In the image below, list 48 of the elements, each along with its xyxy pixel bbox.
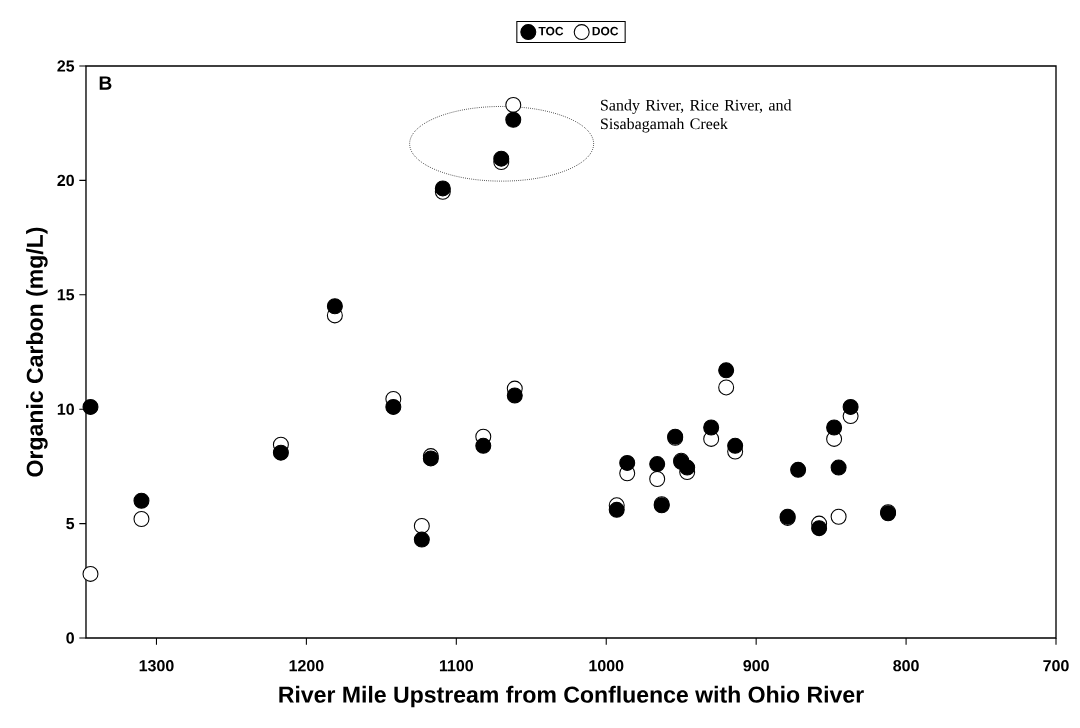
point xyxy=(718,379,735,396)
point xyxy=(493,150,510,167)
point xyxy=(703,419,720,436)
y-axis-title: Organic Carbon (mg/L) xyxy=(26,227,48,477)
y-tick-label: 25 xyxy=(57,60,75,72)
point xyxy=(649,470,666,487)
x-tick-label: 700 xyxy=(1043,660,1069,672)
point xyxy=(326,298,343,315)
x-tick-label: 1300 xyxy=(139,660,174,672)
x-tick-label: 1000 xyxy=(589,660,624,672)
x-tick-label: 1100 xyxy=(439,660,473,672)
point xyxy=(679,459,696,476)
point xyxy=(82,565,99,582)
y-tick-label: 20 xyxy=(57,174,74,187)
y-tick-label: 5 xyxy=(66,518,75,530)
point xyxy=(413,531,430,548)
point xyxy=(385,398,402,415)
annotation: Sandy River, Rice River, and Sisabagamah Creek xyxy=(601,99,792,133)
point xyxy=(826,419,843,436)
point xyxy=(505,111,522,128)
point xyxy=(272,444,289,461)
point xyxy=(608,501,625,518)
point xyxy=(82,398,99,415)
annotation: B xyxy=(99,76,112,90)
point xyxy=(790,461,807,478)
point xyxy=(133,492,150,509)
point xyxy=(842,398,859,415)
point xyxy=(830,459,847,476)
point xyxy=(649,456,666,473)
point xyxy=(133,511,150,528)
y-tick-label: 0 xyxy=(66,632,74,644)
y-tick-label: 10 xyxy=(57,403,74,415)
x-tick-label: 800 xyxy=(893,660,919,672)
x-tick-label: 1200 xyxy=(289,660,324,672)
y-tick-label: 15 xyxy=(57,289,75,301)
x-tick-label: 900 xyxy=(743,660,769,672)
point xyxy=(727,437,744,454)
point xyxy=(413,517,430,534)
legend-label: TOC xyxy=(538,26,564,36)
point xyxy=(830,508,847,525)
point xyxy=(506,387,523,404)
legend-label: DOC xyxy=(592,26,619,36)
point xyxy=(811,520,828,537)
point xyxy=(475,437,492,454)
point xyxy=(505,96,522,113)
point xyxy=(718,362,735,379)
point xyxy=(619,454,636,471)
x-axis-title: River Mile Upstream from Confluence with Ohio River xyxy=(279,685,864,708)
